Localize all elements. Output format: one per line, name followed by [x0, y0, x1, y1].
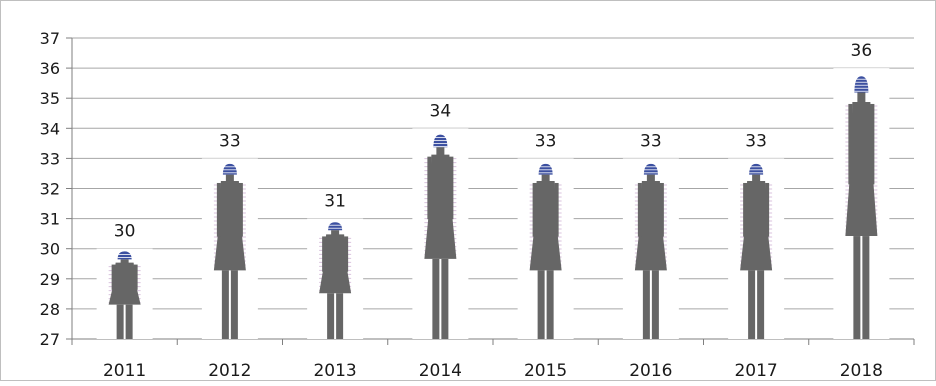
figure-dress — [319, 234, 352, 294]
figure-left-arm — [743, 182, 748, 237]
figure-left-arm — [216, 182, 221, 237]
y-tick-label: 27 — [40, 330, 60, 349]
figure-dress — [845, 101, 878, 237]
data-label: 33 — [219, 131, 241, 151]
data-label: 33 — [745, 131, 767, 151]
figure-left-arm — [637, 182, 642, 237]
figure-neck — [857, 92, 866, 104]
figure-right-leg — [546, 270, 554, 339]
x-tick-label: 2012 — [208, 361, 251, 381]
data-label: 33 — [535, 131, 557, 151]
figure-right-leg — [757, 270, 765, 339]
data-label: 33 — [640, 131, 662, 151]
y-tick-label: 35 — [40, 89, 60, 108]
figure-right-arm — [449, 156, 454, 220]
figure-left-leg — [748, 270, 756, 339]
figure-dress — [213, 180, 246, 271]
figure-neck — [646, 174, 655, 183]
bar-female-figure — [845, 76, 878, 339]
bar-female-figure — [740, 163, 773, 339]
figure-left-leg — [642, 270, 650, 339]
x-tick-label: 2018 — [840, 361, 883, 381]
y-tick-label: 30 — [40, 240, 60, 259]
figure-neck — [752, 174, 761, 183]
figure-right-leg — [336, 293, 344, 339]
figure-right-arm — [554, 182, 559, 237]
figure-left-leg — [327, 293, 335, 339]
figure-right-leg — [651, 270, 659, 339]
figure-right-arm — [659, 182, 664, 237]
figure-right-leg — [862, 236, 870, 339]
figure-dress — [529, 180, 562, 271]
figure-left-arm — [322, 236, 327, 272]
figure-left-arm — [427, 156, 432, 220]
y-tick-label: 31 — [40, 210, 60, 229]
figure-dress — [108, 262, 141, 305]
figure-neck — [331, 230, 340, 237]
bar-female-figure — [424, 134, 457, 339]
figure-dress — [424, 154, 457, 259]
figure-left-leg — [853, 236, 861, 339]
figure-neck — [120, 259, 129, 265]
bar-female-figure — [108, 251, 141, 339]
data-marks — [96, 68, 890, 339]
x-tick-label: 2017 — [734, 361, 777, 381]
figure-dress — [740, 180, 773, 271]
figure-neck — [436, 147, 445, 157]
x-tick-label: 2016 — [629, 361, 672, 381]
figure-right-arm — [133, 264, 138, 290]
figure-left-arm — [111, 264, 116, 290]
figure-left-arm — [848, 103, 853, 185]
figure-right-arm — [765, 182, 770, 237]
figure-left-leg — [221, 270, 229, 339]
data-label: 31 — [324, 192, 346, 212]
x-tick-label: 2013 — [313, 361, 356, 381]
figure-neck — [225, 174, 234, 183]
figure-right-arm — [344, 236, 349, 272]
figure-left-leg — [537, 270, 545, 339]
x-tick-label: 2014 — [419, 361, 462, 381]
bar-female-figure — [529, 163, 562, 339]
figure-dress — [634, 180, 667, 271]
y-tick-label: 37 — [40, 29, 60, 48]
y-tick-label: 36 — [40, 59, 60, 78]
bar-female-figure — [213, 163, 246, 339]
figure-right-leg — [441, 258, 449, 339]
figure-right-leg — [230, 270, 238, 339]
y-tick-label: 33 — [40, 149, 60, 168]
y-tick-label: 29 — [40, 270, 60, 289]
figure-right-leg — [125, 304, 133, 339]
figure-left-arm — [532, 182, 537, 237]
data-labels: 30 33 31 34 33 33 33 36 — [114, 41, 872, 242]
figure-right-arm — [238, 182, 243, 237]
y-tick-label: 28 — [40, 300, 60, 319]
figure-left-leg — [432, 258, 440, 339]
data-label: 30 — [114, 222, 136, 242]
bar-female-figure — [634, 163, 667, 339]
figure-neck — [541, 174, 550, 183]
y-tick-label: 32 — [40, 180, 60, 199]
y-axis: 27 28 29 30 31 32 33 34 35 36 37 — [40, 29, 73, 349]
x-tick-label: 2011 — [103, 361, 146, 381]
x-tick-label: 2015 — [524, 361, 567, 381]
bar-female-figure — [319, 222, 352, 339]
figure-right-arm — [870, 103, 875, 185]
figure-left-leg — [116, 304, 124, 339]
y-tick-label: 34 — [40, 119, 60, 138]
data-label: 36 — [851, 41, 873, 61]
data-label: 34 — [430, 101, 452, 121]
